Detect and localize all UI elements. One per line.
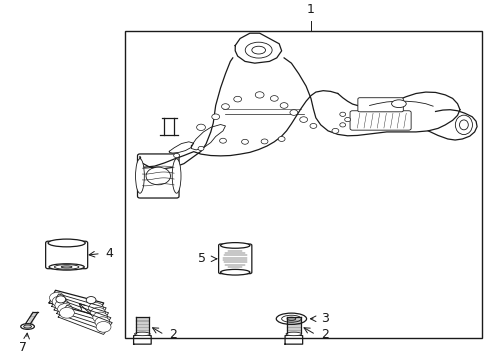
Circle shape bbox=[96, 321, 111, 332]
Ellipse shape bbox=[276, 313, 307, 324]
Ellipse shape bbox=[245, 42, 272, 58]
Circle shape bbox=[56, 296, 66, 303]
Ellipse shape bbox=[54, 265, 79, 269]
Ellipse shape bbox=[252, 46, 266, 54]
Ellipse shape bbox=[135, 332, 150, 336]
Circle shape bbox=[234, 96, 242, 102]
Ellipse shape bbox=[21, 324, 34, 329]
Ellipse shape bbox=[220, 269, 250, 275]
Ellipse shape bbox=[61, 266, 72, 268]
Ellipse shape bbox=[220, 243, 250, 248]
Circle shape bbox=[340, 123, 345, 127]
Text: 4: 4 bbox=[106, 247, 114, 260]
Circle shape bbox=[86, 297, 96, 303]
Circle shape bbox=[89, 303, 103, 314]
Ellipse shape bbox=[24, 325, 31, 328]
Ellipse shape bbox=[460, 120, 468, 130]
Circle shape bbox=[300, 117, 308, 122]
Text: 3: 3 bbox=[321, 312, 329, 325]
Ellipse shape bbox=[282, 315, 301, 322]
Text: 2: 2 bbox=[321, 328, 329, 341]
Bar bbox=[125, 31, 482, 338]
Ellipse shape bbox=[455, 115, 472, 135]
Circle shape bbox=[93, 312, 108, 323]
Circle shape bbox=[270, 96, 278, 101]
Text: 5: 5 bbox=[198, 252, 206, 265]
Ellipse shape bbox=[172, 159, 181, 193]
FancyBboxPatch shape bbox=[138, 154, 179, 198]
Circle shape bbox=[58, 304, 73, 314]
Ellipse shape bbox=[48, 239, 85, 247]
Ellipse shape bbox=[136, 159, 145, 193]
Text: 6: 6 bbox=[96, 322, 104, 335]
Circle shape bbox=[52, 296, 67, 307]
Circle shape bbox=[220, 138, 226, 143]
Circle shape bbox=[278, 136, 285, 141]
Text: 7: 7 bbox=[19, 341, 26, 354]
FancyBboxPatch shape bbox=[46, 241, 88, 269]
Text: 2: 2 bbox=[169, 328, 177, 341]
Circle shape bbox=[255, 92, 264, 98]
Circle shape bbox=[173, 153, 179, 158]
Circle shape bbox=[340, 112, 345, 116]
Circle shape bbox=[91, 307, 105, 318]
Circle shape bbox=[212, 114, 220, 120]
Circle shape bbox=[221, 104, 229, 109]
Circle shape bbox=[198, 147, 204, 150]
Ellipse shape bbox=[49, 264, 84, 270]
Circle shape bbox=[242, 139, 248, 144]
Circle shape bbox=[344, 117, 350, 122]
Text: 1: 1 bbox=[307, 3, 315, 15]
Circle shape bbox=[310, 123, 317, 129]
FancyBboxPatch shape bbox=[219, 244, 252, 274]
Circle shape bbox=[332, 129, 339, 133]
Circle shape bbox=[290, 110, 298, 115]
FancyBboxPatch shape bbox=[350, 111, 411, 130]
Circle shape bbox=[59, 307, 74, 318]
Circle shape bbox=[55, 300, 70, 311]
Ellipse shape bbox=[286, 332, 302, 336]
Circle shape bbox=[196, 124, 205, 131]
Circle shape bbox=[146, 167, 171, 185]
Ellipse shape bbox=[287, 317, 296, 320]
FancyBboxPatch shape bbox=[358, 98, 403, 112]
Circle shape bbox=[95, 317, 110, 328]
Circle shape bbox=[280, 103, 288, 108]
Ellipse shape bbox=[392, 100, 406, 108]
Circle shape bbox=[49, 292, 64, 303]
Circle shape bbox=[261, 139, 268, 144]
